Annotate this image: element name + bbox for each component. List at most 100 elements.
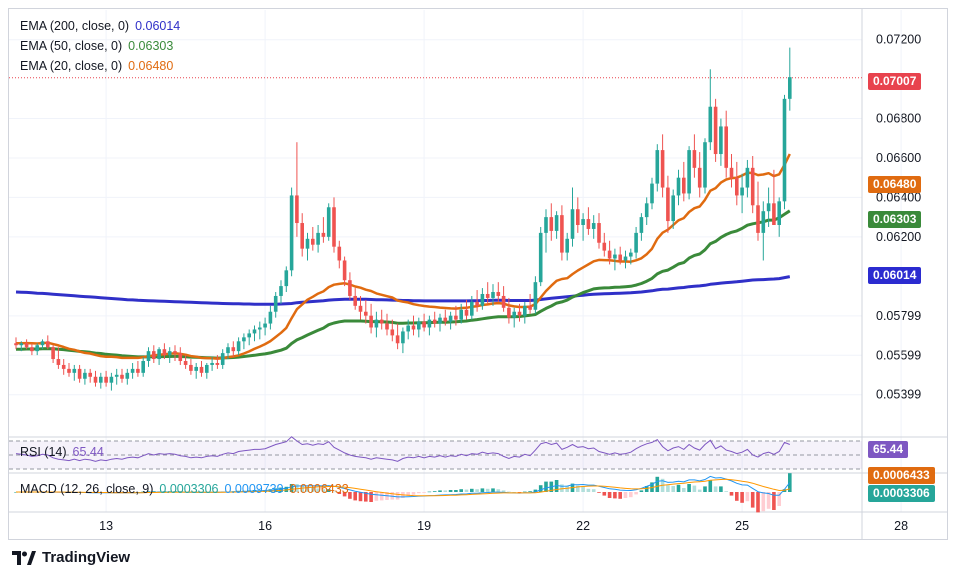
candle-body bbox=[83, 372, 87, 379]
candle-body bbox=[459, 309, 463, 320]
macd-histogram-bar bbox=[623, 492, 628, 498]
macd-histogram-bar bbox=[284, 486, 289, 492]
y-tick-label: 0.07200 bbox=[876, 33, 921, 47]
macd-histogram-bar bbox=[273, 488, 278, 492]
ema200-price-tag: 0.06014 bbox=[868, 267, 922, 284]
legend-ema200-value: 0.06014 bbox=[135, 19, 181, 33]
legend-ema50[interactable]: EMA (50, close, 0) 0.06303 bbox=[20, 39, 173, 53]
candle-body bbox=[655, 150, 660, 184]
macd-hist-value: 0.0006433 bbox=[289, 482, 349, 496]
candle-body bbox=[697, 167, 702, 188]
candle-body bbox=[639, 217, 644, 233]
macd-histogram-bar bbox=[289, 484, 294, 492]
legend-ema20-label: EMA (20, close, 0) bbox=[20, 59, 123, 73]
candle-body bbox=[252, 329, 257, 334]
candle-body bbox=[146, 351, 151, 362]
rsi-tag: 65.44 bbox=[868, 441, 909, 458]
macd-histogram-bar bbox=[326, 489, 331, 492]
macd-histogram-bar bbox=[411, 492, 416, 495]
candle-body bbox=[549, 217, 554, 231]
macd-line-tag: 0.0003306 bbox=[868, 485, 935, 502]
macd-histogram-bar bbox=[379, 492, 384, 501]
candle-body bbox=[273, 295, 278, 312]
candle-body bbox=[258, 327, 262, 330]
legend-ema20[interactable]: EMA (20, close, 0) 0.06480 bbox=[20, 59, 173, 73]
legend-ema200[interactable]: EMA (200, close, 0) 0.06014 bbox=[20, 19, 180, 33]
candle-body bbox=[523, 305, 527, 316]
macd-histogram-bar bbox=[454, 490, 458, 492]
macd-histogram-bar bbox=[406, 492, 410, 496]
macd-histogram-bar bbox=[342, 492, 347, 497]
candle-body bbox=[448, 315, 453, 322]
macd-signal-value: 0.0009739 bbox=[224, 482, 284, 496]
candle-body bbox=[538, 232, 543, 283]
macd-histogram-bar bbox=[485, 488, 490, 492]
candle-body bbox=[660, 150, 665, 188]
y-tick-label: 0.05799 bbox=[876, 309, 921, 323]
macd-histogram-bar bbox=[644, 486, 649, 492]
macd-histogram-bar bbox=[703, 486, 707, 492]
macd-histogram-bar bbox=[321, 489, 326, 492]
macd-histogram-bar bbox=[395, 492, 400, 500]
candle-body bbox=[242, 337, 246, 342]
candle-body bbox=[305, 238, 310, 249]
candle-body bbox=[72, 368, 77, 373]
candle-body bbox=[528, 305, 532, 310]
candle-body bbox=[782, 98, 787, 202]
candle-body bbox=[51, 347, 55, 360]
candle-body bbox=[40, 341, 45, 346]
macd-histogram-bar bbox=[417, 492, 421, 494]
macd-value: 0.0003306 bbox=[159, 482, 219, 496]
macd-histogram-bar bbox=[576, 485, 580, 492]
macd-legend[interactable]: MACD (12, 26, close, 9) 0.0003306 0.000973… bbox=[20, 482, 349, 496]
macd-histogram-bar bbox=[687, 484, 691, 492]
tradingview-logo[interactable]: TradingView bbox=[12, 549, 130, 566]
macd-histogram-bar bbox=[295, 484, 299, 492]
macd-histogram-bar bbox=[591, 489, 596, 492]
candle-body bbox=[554, 215, 559, 231]
macd-histogram-bar bbox=[369, 492, 373, 502]
macd-histogram-bar bbox=[305, 486, 310, 492]
macd-histogram-bar bbox=[141, 491, 145, 493]
candle-body bbox=[629, 252, 633, 257]
candle-body bbox=[623, 256, 628, 261]
macd-histogram-bar bbox=[353, 492, 357, 501]
candle-body bbox=[682, 177, 686, 194]
candle-body bbox=[226, 347, 230, 354]
macd-histogram-bar bbox=[613, 492, 617, 499]
macd-label: MACD (12, 26, close, 9) bbox=[20, 482, 154, 496]
y-tick-label: 0.05599 bbox=[876, 348, 921, 362]
candle-body bbox=[533, 282, 538, 310]
candle-body bbox=[385, 323, 389, 330]
candle-body bbox=[406, 325, 410, 332]
macd-histogram-bar bbox=[639, 490, 644, 492]
candle-body bbox=[141, 361, 145, 373]
macd-histogram-bar bbox=[655, 476, 660, 492]
candle-body bbox=[379, 319, 384, 324]
candle-body bbox=[215, 362, 220, 365]
candle-body bbox=[35, 345, 39, 352]
macd-histogram-bar bbox=[756, 492, 760, 513]
macd-histogram-bar bbox=[146, 491, 151, 492]
candle-body bbox=[417, 321, 421, 330]
candle-body bbox=[692, 150, 697, 168]
candle-body bbox=[491, 292, 495, 298]
candle-body bbox=[401, 331, 405, 344]
macd-histogram-bar bbox=[750, 492, 755, 508]
candle-body bbox=[438, 317, 442, 324]
macd-histogram-bar bbox=[337, 492, 342, 494]
candle-body bbox=[178, 353, 183, 362]
candle-body bbox=[766, 203, 771, 212]
rsi-legend[interactable]: RSI (14) 65.44 bbox=[20, 445, 104, 459]
candle-body bbox=[326, 207, 331, 237]
macd-histogram-bar bbox=[676, 484, 681, 492]
candle-body bbox=[183, 361, 188, 365]
candle-body bbox=[268, 311, 273, 324]
macd-histogram-bar bbox=[470, 488, 474, 492]
macd-histogram-bar bbox=[544, 481, 548, 492]
ema50-price-tag: 0.06303 bbox=[868, 211, 922, 228]
macd-histogram-bar bbox=[602, 492, 607, 496]
y-tick-label: 0.06200 bbox=[876, 230, 921, 244]
macd-histogram-bar bbox=[496, 489, 501, 492]
